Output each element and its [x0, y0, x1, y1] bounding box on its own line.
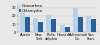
- Bar: [51, 19, 56, 32]
- Bar: [60, 25, 65, 32]
- Bar: [46, 15, 51, 32]
- Bar: [33, 18, 38, 32]
- Bar: [20, 13, 25, 32]
- Bar: [38, 22, 43, 32]
- Bar: [73, 8, 78, 32]
- Legend: Gonorrhea, Chlamydia: Gonorrhea, Chlamydia: [18, 4, 43, 13]
- Bar: [25, 17, 30, 32]
- Bar: [91, 19, 96, 32]
- Bar: [78, 17, 83, 32]
- Bar: [65, 27, 70, 32]
- Bar: [86, 16, 91, 32]
